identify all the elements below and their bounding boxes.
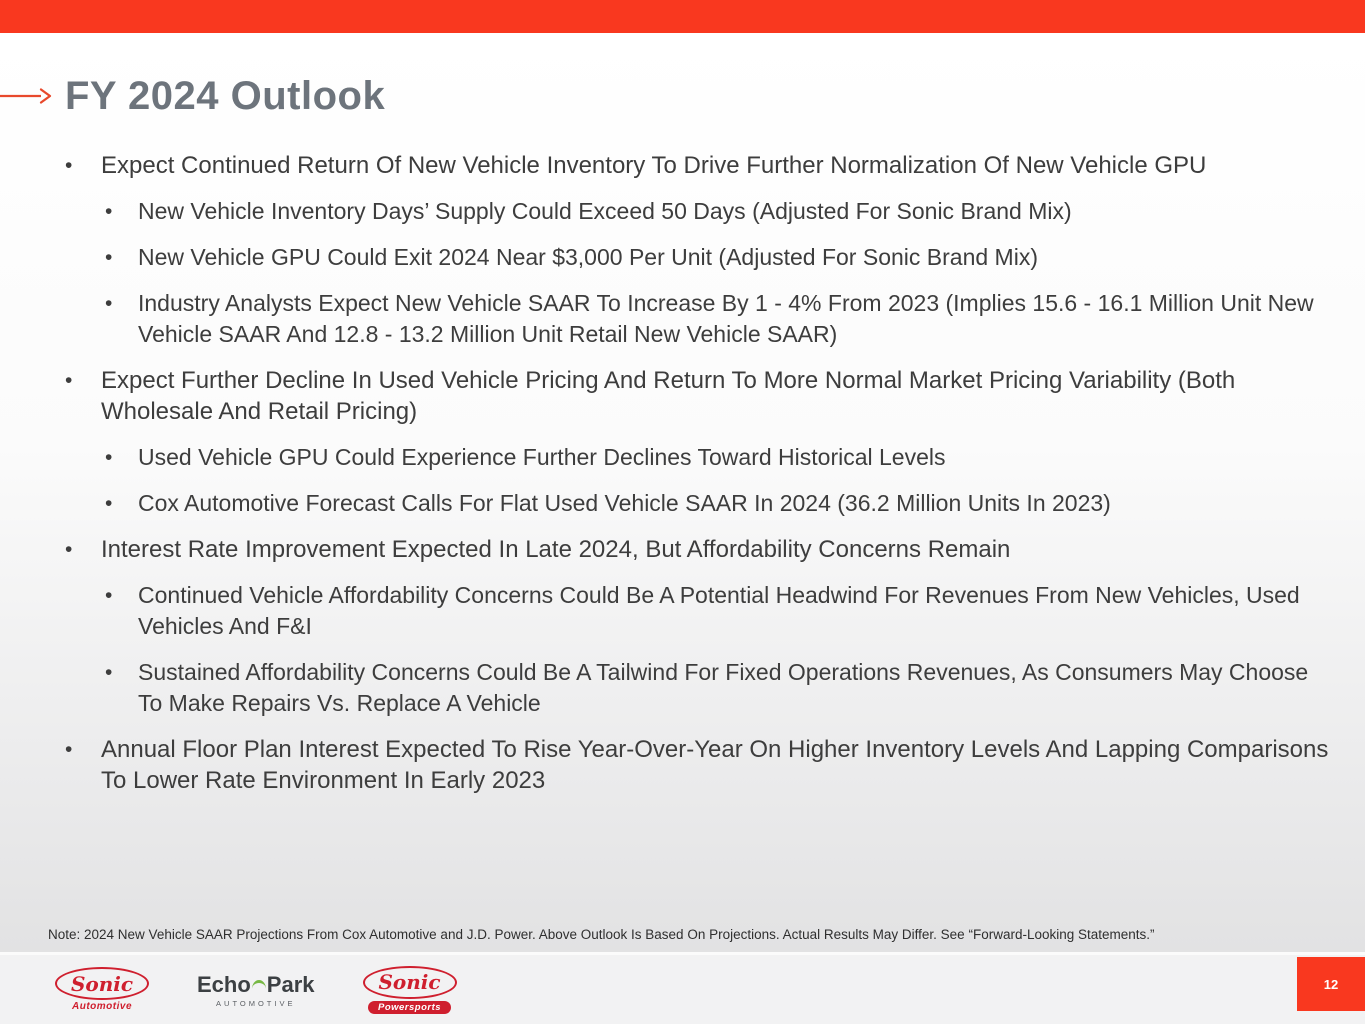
bullet-text: Annual Floor Plan Interest Expected To R…	[101, 736, 1329, 794]
sub-bullet-item: • New Vehicle Inventory Days’ Supply Coul…	[65, 196, 1333, 227]
sonic-powersports-label: Powersports	[367, 1000, 452, 1014]
sub-bullet-item: • New Vehicle GPU Could Exit 2024 Near $3…	[65, 242, 1333, 273]
echopark-logo: Echo Park AUTOMOTIVE	[197, 972, 315, 1008]
sub-bullet-item: • Used Vehicle GPU Could Experience Furth…	[65, 442, 1333, 473]
bullet-icon: •	[65, 738, 73, 761]
bullet-icon: •	[105, 292, 113, 315]
bullet-text: Interest Rate Improvement Expected In La…	[101, 536, 1011, 563]
bullet-list: • Expect Continued Return Of New Vehicle …	[65, 150, 1333, 811]
bullet-item: • Expect Further Decline In Used Vehicle …	[65, 365, 1333, 427]
bullet-icon: •	[105, 661, 113, 684]
bullet-icon: •	[105, 246, 113, 269]
bullet-text: Industry Analysts Expect New Vehicle SAA…	[138, 290, 1314, 347]
sonic-automotive-label: Automotive	[72, 1001, 132, 1012]
echopark-road-icon	[251, 980, 266, 989]
bullet-text: New Vehicle Inventory Days’ Supply Could…	[138, 198, 1072, 224]
bullet-text: New Vehicle GPU Could Exit 2024 Near $3,…	[138, 244, 1038, 270]
bullet-icon: •	[105, 446, 113, 469]
top-accent-bar	[0, 0, 1365, 33]
page-number: 12	[1323, 976, 1339, 992]
bullet-item: • Interest Rate Improvement Expected In L…	[65, 534, 1333, 565]
sonic-powersports-oval-icon: Sonic	[362, 965, 457, 999]
bullet-icon: •	[65, 369, 73, 392]
logo-row: Sonic Automotive Echo Park AUTOMOTIVE So…	[55, 955, 457, 1024]
bullet-text: Cox Automotive Forecast Calls For Flat U…	[138, 490, 1111, 516]
note-text: Note: 2024 New Vehicle SAAR Projections …	[48, 927, 1155, 942]
bullet-text: Continued Vehicle Affordability Concerns…	[138, 582, 1300, 639]
page-number-badge: 12	[1297, 957, 1365, 1011]
bullet-item: • Expect Continued Return Of New Vehicle …	[65, 150, 1333, 181]
bullet-icon: •	[65, 538, 73, 561]
slide-content: FY 2024 Outlook • Expect Continued Return…	[0, 33, 1365, 952]
footer: Sonic Automotive Echo Park AUTOMOTIVE So…	[0, 952, 1365, 1024]
sonic-powersports-logo: Sonic Powersports	[362, 965, 457, 1014]
echopark-park-text: Park	[266, 971, 315, 997]
sub-bullet-item: • Continued Vehicle Affordability Concern…	[65, 580, 1333, 642]
bullet-text: Sustained Affordability Concerns Could B…	[138, 659, 1309, 716]
echopark-automotive-label: AUTOMOTIVE	[216, 998, 296, 1008]
bullet-text: Expect Further Decline In Used Vehicle P…	[101, 367, 1236, 425]
sub-bullet-item: • Sustained Affordability Concerns Could …	[65, 657, 1333, 719]
echopark-wordmark: Echo Park	[197, 972, 315, 998]
bullet-text: Used Vehicle GPU Could Experience Furthe…	[138, 444, 946, 470]
bullet-icon: •	[105, 200, 113, 223]
bullet-icon: •	[105, 584, 113, 607]
bullet-icon: •	[105, 492, 113, 515]
title-arrow-icon	[0, 88, 52, 104]
bullet-text: Expect Continued Return Of New Vehicle I…	[101, 152, 1207, 179]
sonic-powersports-logo-text: Sonic	[378, 970, 441, 994]
sub-bullet-item: • Industry Analysts Expect New Vehicle SA…	[65, 288, 1333, 350]
bullet-item: • Annual Floor Plan Interest Expected To …	[65, 734, 1333, 796]
page-title: FY 2024 Outlook	[65, 74, 386, 118]
sonic-oval-icon: Sonic	[55, 967, 149, 1000]
bullet-icon: •	[65, 154, 73, 177]
sonic-logo-text: Sonic	[70, 971, 134, 996]
echopark-echo-text: Echo	[197, 971, 251, 997]
sub-bullet-item: • Cox Automotive Forecast Calls For Flat …	[65, 488, 1333, 519]
sonic-automotive-logo: Sonic Automotive	[55, 967, 149, 1012]
